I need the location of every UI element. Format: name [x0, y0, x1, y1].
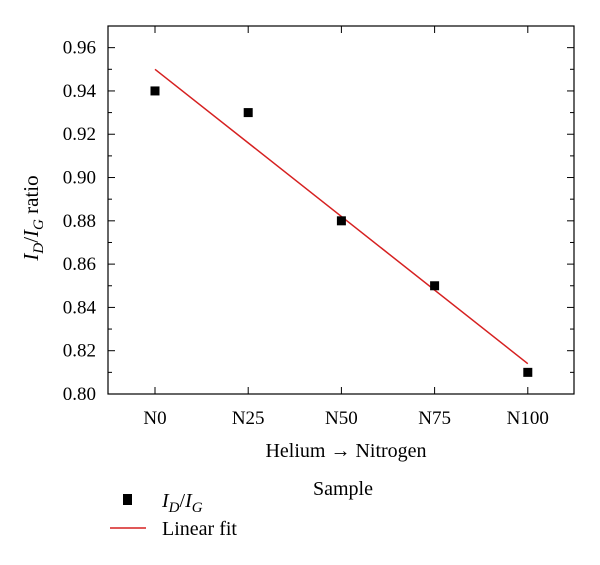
x-tick-label: N25 — [232, 408, 265, 429]
x-tick-label: N100 — [507, 408, 549, 429]
data-point — [336, 216, 346, 226]
y-tick-label: 0.84 — [63, 297, 97, 318]
y-tick-label: 0.94 — [63, 81, 97, 102]
y-axis-ticks: 0.80 0.82 0.84 0.86 0.88 0.90 0.92 0.94 0.96 — [63, 38, 574, 405]
x-axis-label-line2: Sample — [313, 478, 373, 500]
legend-marker-square — [123, 494, 132, 505]
y-tick-label: 0.82 — [63, 341, 96, 362]
data-point — [430, 281, 440, 291]
y-tick-label: 0.96 — [63, 38, 96, 59]
y-tick-label: 0.86 — [63, 254, 96, 275]
legend-label-linear-fit: Linear fit — [162, 518, 237, 540]
y-tick-label: 0.92 — [63, 124, 96, 145]
data-point — [523, 367, 533, 377]
x-axis-ticks: N0 N25 N50 N75 N100 — [143, 26, 549, 429]
x-tick-label: N0 — [143, 408, 166, 429]
y-axis-label: ID/IG ratio — [19, 175, 47, 261]
x-tick-label: N75 — [418, 408, 451, 429]
y-tick-label: 0.80 — [63, 384, 96, 405]
y-tick-label: 0.88 — [63, 211, 96, 232]
y-tick-label: 0.90 — [63, 168, 96, 189]
data-point — [150, 86, 160, 96]
data-point — [243, 108, 253, 118]
x-tick-label: N50 — [325, 408, 358, 429]
plot-border — [107, 25, 575, 395]
plot-frame — [107, 25, 575, 395]
legend-label-id-ig: ID/IG — [161, 490, 203, 516]
x-axis-label-line1: Helium → Nitrogen — [265, 440, 426, 462]
data-points-layer — [150, 86, 533, 377]
legend: ID/IG Linear fit — [110, 490, 237, 540]
